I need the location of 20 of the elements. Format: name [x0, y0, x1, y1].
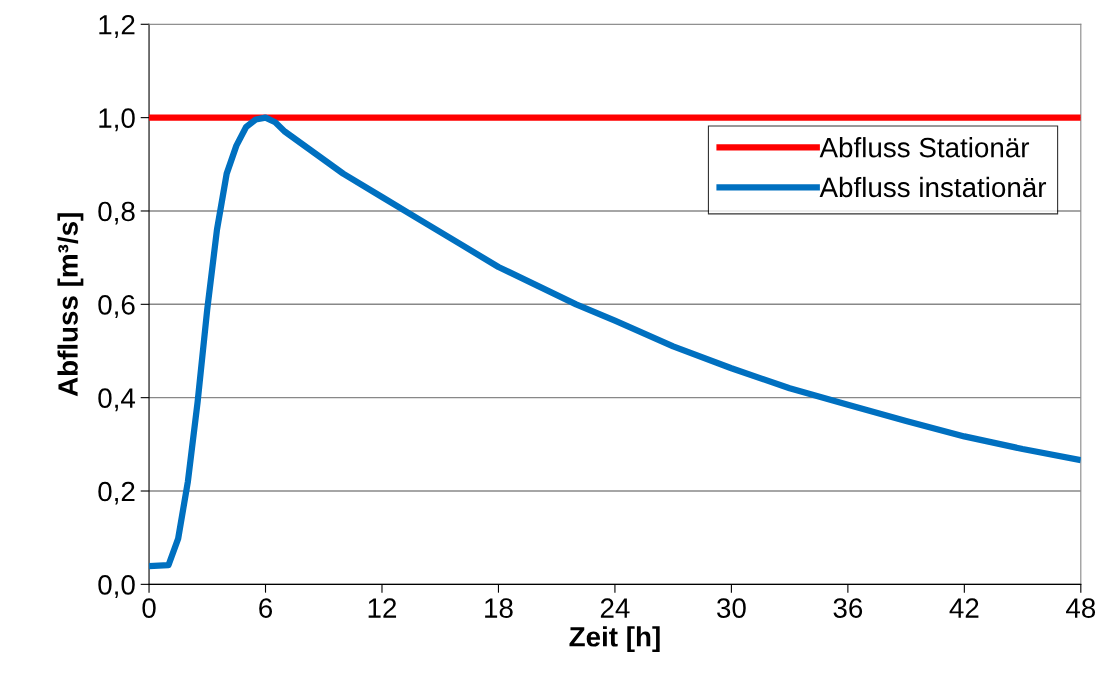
- y-tick-label: 1,2: [99, 14, 135, 38]
- x-tick-label: 12: [368, 598, 397, 618]
- y-tick-label: 0,4: [98, 388, 136, 412]
- x-tick-label: 42: [949, 598, 979, 618]
- y-tick-label: 0,8: [98, 201, 135, 225]
- x-tick-label: 30: [717, 598, 746, 618]
- x-tick-label: 6: [259, 598, 273, 618]
- y-tick-label: 0,6: [98, 294, 135, 318]
- x-tick-label: 24: [600, 598, 630, 618]
- legend-label: Abfluss Stationär: [819, 137, 1030, 158]
- y-axis-title: Abfluss [m³/s]: [57, 213, 84, 397]
- x-tick-label: 36: [833, 598, 863, 618]
- x-tick-label: 48: [1066, 598, 1096, 618]
- x-axis-title: Zeit [h]: [569, 626, 660, 653]
- x-tick-label: 18: [485, 598, 513, 618]
- y-tick-label: 0,0: [98, 575, 135, 598]
- y-tick-label: 1,0: [99, 108, 135, 132]
- legend-label: Abfluss instationär: [819, 176, 1047, 198]
- x-tick-label: 0: [142, 598, 156, 618]
- y-tick-label: 0,2: [98, 481, 135, 505]
